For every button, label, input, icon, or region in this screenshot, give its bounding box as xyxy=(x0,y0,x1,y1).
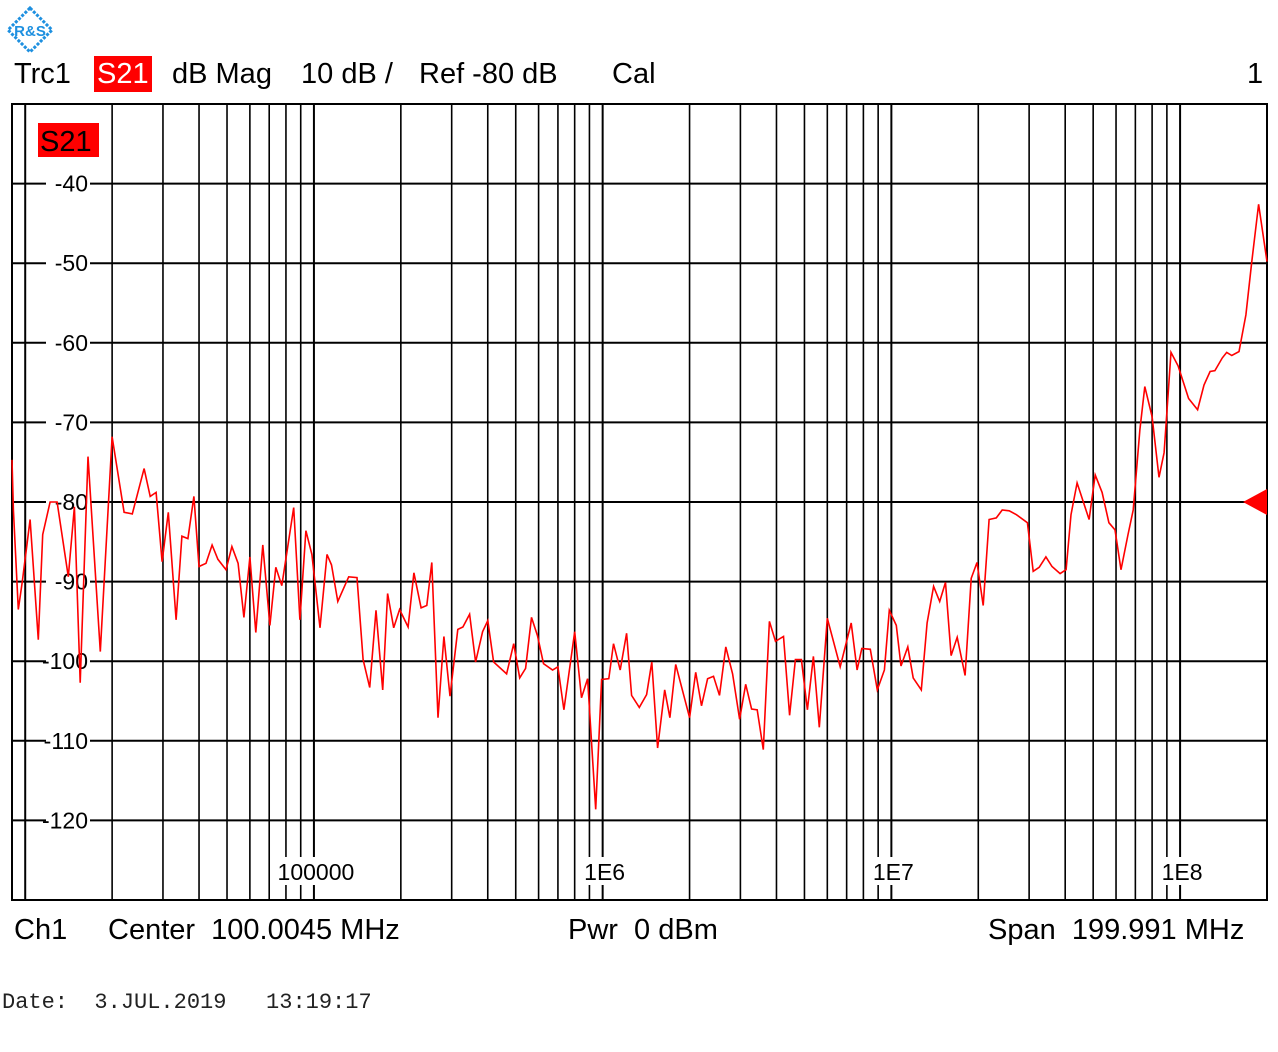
y-tick-label: -90 xyxy=(55,569,88,595)
reference-level-marker[interactable] xyxy=(1243,489,1267,515)
trace-label-badge xyxy=(38,123,99,157)
y-label-background xyxy=(46,330,90,355)
x-label-background xyxy=(870,857,916,885)
x-label-background xyxy=(1159,857,1205,885)
y-label-background xyxy=(46,649,90,674)
y-label-background xyxy=(46,728,90,753)
logo-text: R&S xyxy=(14,23,46,40)
y-label-background xyxy=(46,410,90,435)
channel-number: 1 xyxy=(1247,58,1264,90)
measurement-badge[interactable]: S21 xyxy=(94,56,152,92)
x-label-background xyxy=(273,857,358,885)
scale-label[interactable]: 10 dB / xyxy=(301,58,393,90)
y-tick-label: -120 xyxy=(42,807,88,833)
y-tick-label: -80 xyxy=(55,489,88,515)
x-tick-label: 1E7 xyxy=(873,859,914,885)
format-label[interactable]: dB Mag xyxy=(172,58,272,90)
x-tick-label: 100000 xyxy=(278,859,355,885)
rohde-schwarz-logo: R&S xyxy=(6,6,54,54)
trace-label: S21 xyxy=(40,126,92,158)
y-tick-label: -110 xyxy=(44,728,88,754)
horizontal-grid xyxy=(12,182,1267,822)
center-frequency[interactable]: Center 100.0045 MHz xyxy=(108,914,400,946)
y-tick-label: -70 xyxy=(55,409,88,435)
span-frequency[interactable]: Span 199.991 MHz xyxy=(988,914,1245,946)
trace-name[interactable]: Trc1 xyxy=(14,58,71,90)
x-tick-label: 1E8 xyxy=(1162,859,1203,885)
cal-status: Cal xyxy=(612,58,656,90)
y-tick-label: -40 xyxy=(55,171,88,197)
channel-label[interactable]: Ch1 xyxy=(14,914,68,946)
y-label-background xyxy=(46,251,90,276)
x-tick-label: 1E6 xyxy=(584,859,625,885)
power-level[interactable]: Pwr 0 dBm xyxy=(568,914,718,946)
x-label-background xyxy=(582,857,628,885)
y-tick-label: -60 xyxy=(55,330,88,356)
y-tick-label: -50 xyxy=(55,250,88,276)
y-label-background xyxy=(46,171,90,196)
s21-trace xyxy=(11,204,1268,810)
y-label-background xyxy=(46,808,90,833)
ref-level-label[interactable]: Ref -80 dB xyxy=(419,58,558,90)
date-timestamp: Date: 3.JUL.2019 13:19:17 xyxy=(2,990,372,1015)
